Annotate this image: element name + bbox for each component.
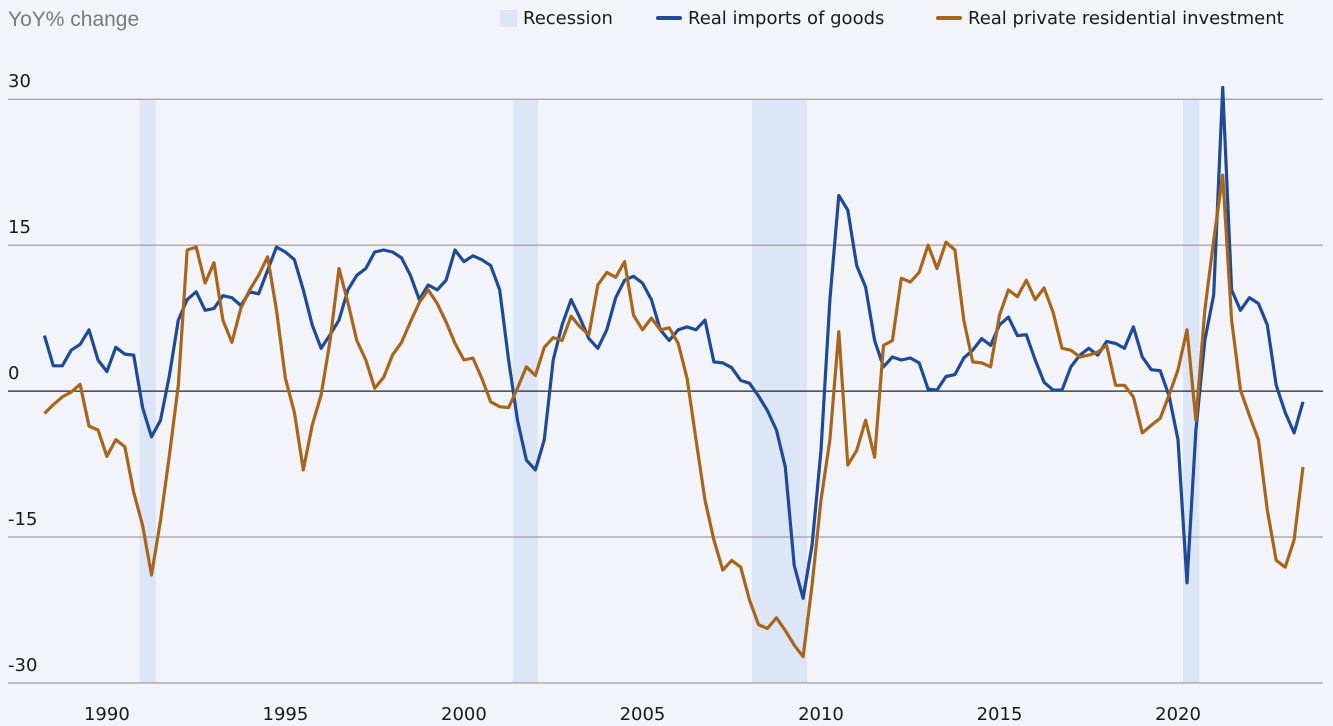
x-tick-label: 2000: [441, 704, 487, 725]
y-tick-label: -30: [8, 655, 37, 676]
y-tick-label: 30: [8, 71, 31, 92]
y-tick-label: -15: [8, 509, 37, 530]
legend: Recession Real imports of goods Real priva…: [500, 8, 1284, 29]
y-tick-label: 0: [8, 363, 19, 384]
legend-label: Real imports of goods: [688, 8, 884, 29]
x-tick-label: 2015: [977, 704, 1023, 725]
x-tick-label: 2020: [1155, 704, 1201, 725]
grid: -30 -15 0 15 30 1990 1995 2000 2005 2010 2015 2020: [8, 71, 1323, 725]
y-tick-label: 15: [8, 217, 31, 238]
lines: [42, 85, 1305, 659]
x-tick-label: 1995: [263, 704, 309, 725]
legend-label: Real private residential investment: [968, 8, 1284, 29]
series-line: [43, 173, 1305, 659]
chart-title: YoY% change: [8, 8, 139, 31]
x-tick-label: 2005: [620, 704, 666, 725]
legend-label: Recession: [523, 8, 613, 29]
legend-swatch: [500, 10, 517, 27]
x-tick-label: 1990: [84, 704, 130, 725]
x-tick-label: 2010: [798, 704, 844, 725]
